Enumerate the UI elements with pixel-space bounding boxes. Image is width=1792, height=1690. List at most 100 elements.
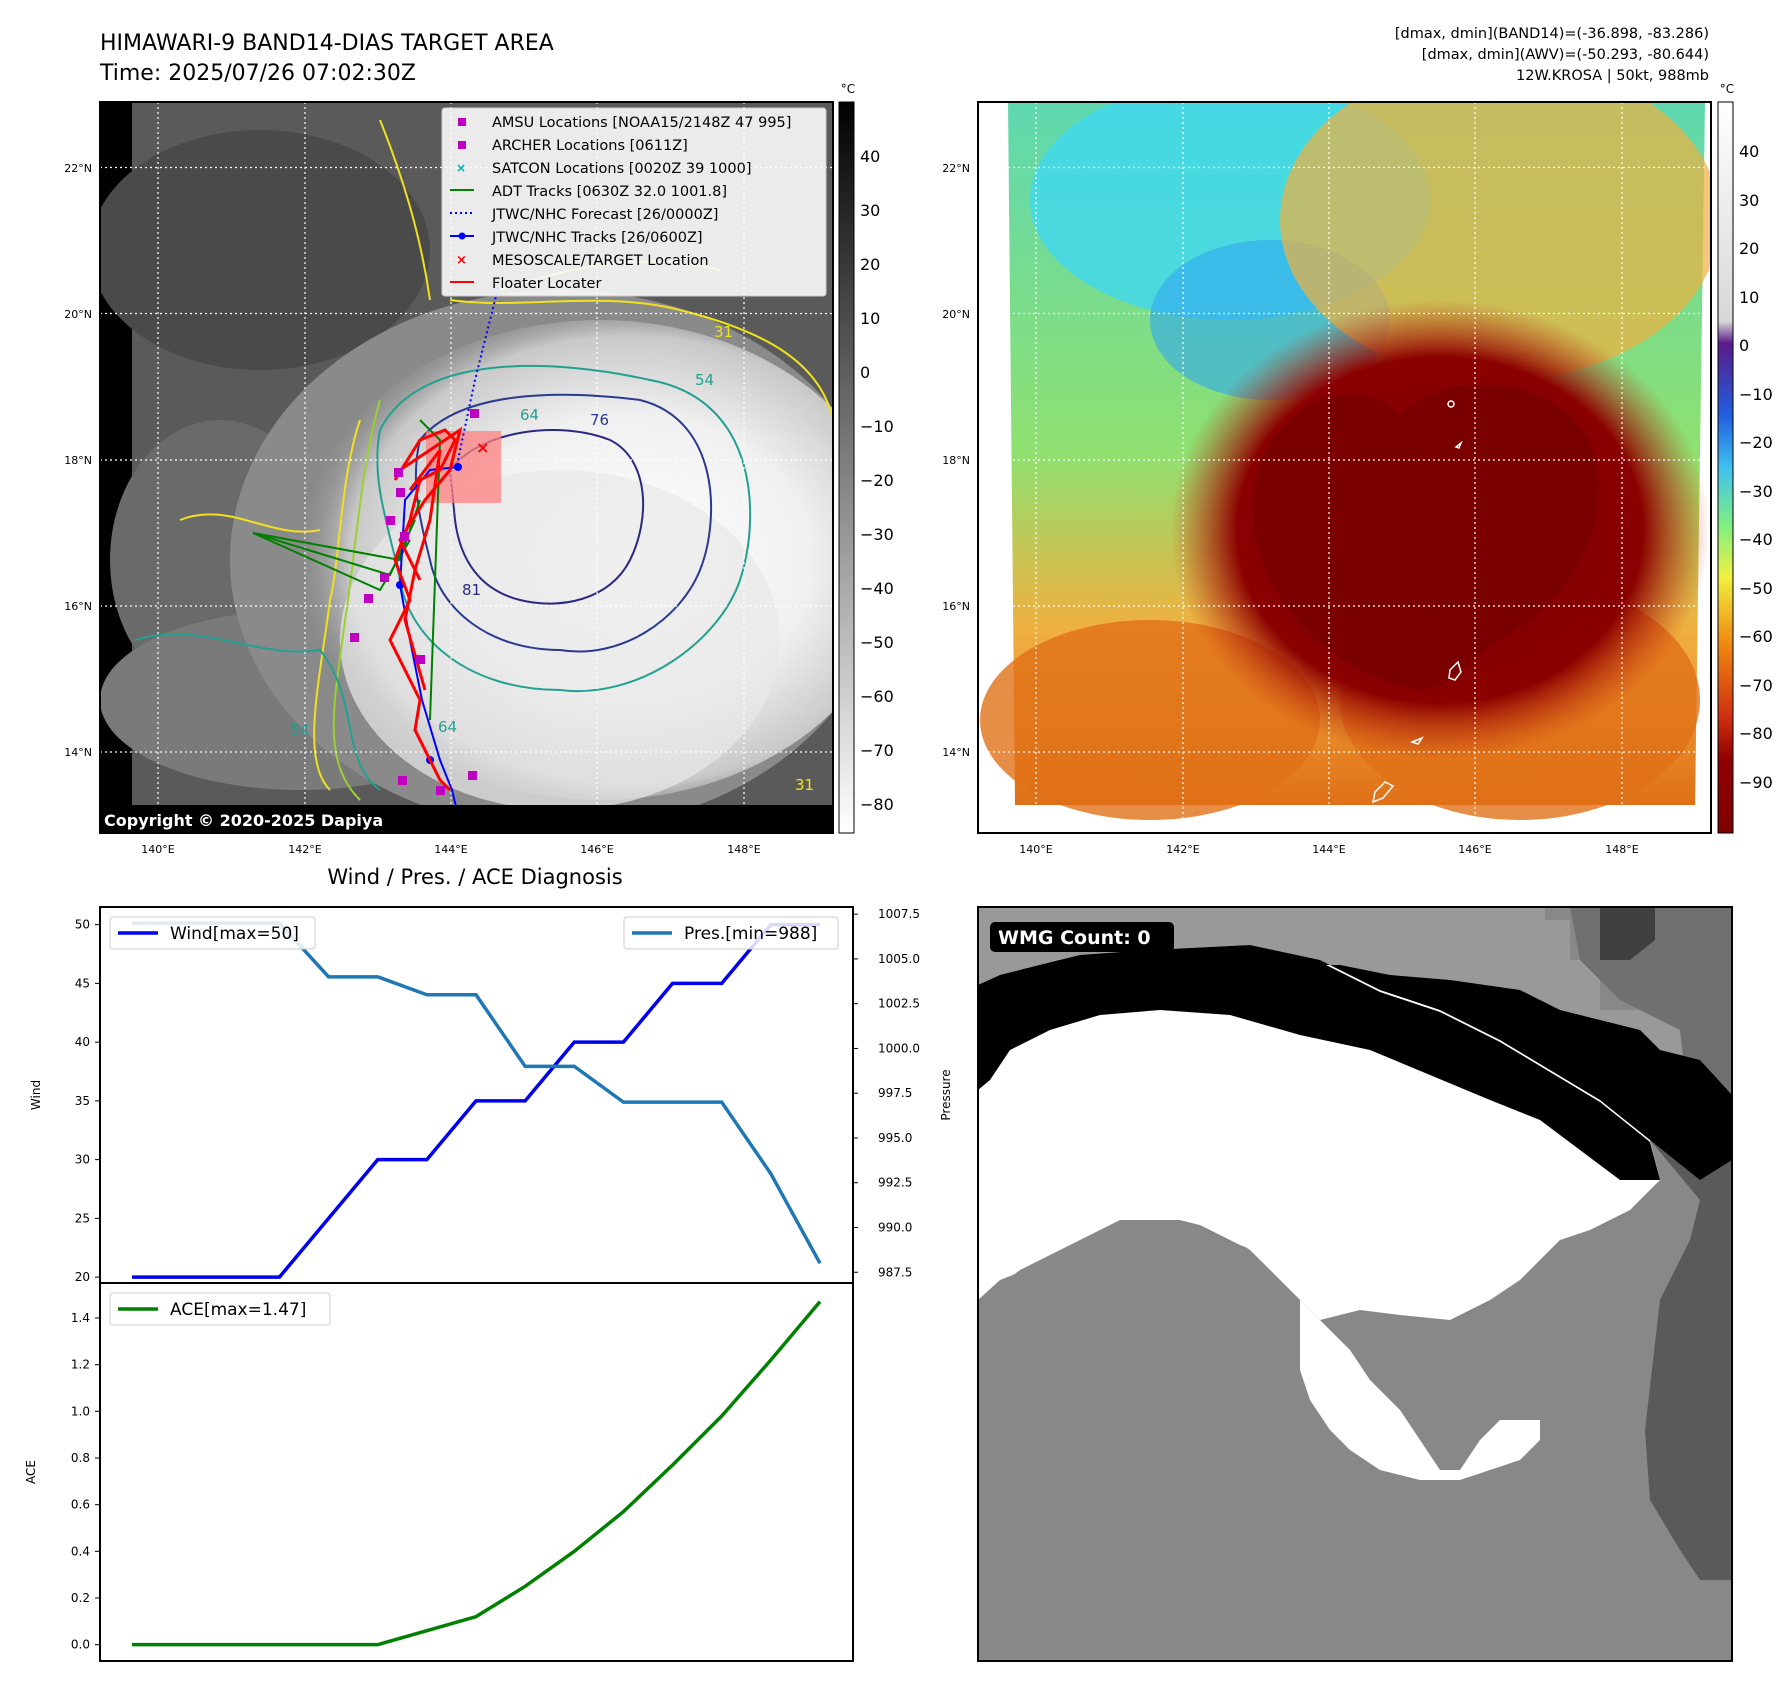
legend-item-mesoscale: MESOSCALE/TARGET Location bbox=[492, 253, 709, 269]
ace-chart: 1.4 1.2 1.0 0.8 0.6 0.4 0.2 0.0 ACE ACE[max=1.47] bbox=[24, 1282, 854, 1662]
contour-label: 64 bbox=[438, 718, 457, 736]
ace-ytick-label: 0.6 bbox=[71, 1498, 90, 1512]
pressure-ytick-label: 1000.0 bbox=[878, 1041, 920, 1055]
header-dmax-band14: [dmax, dmin](BAND14)=(-36.898, -83.286) bbox=[1395, 26, 1709, 42]
ace-series-line bbox=[132, 1300, 822, 1647]
svg-text:30: 30 bbox=[1739, 191, 1759, 210]
ace-ytick-label: 1.0 bbox=[71, 1404, 90, 1418]
svg-text:144°E: 144°E bbox=[1312, 843, 1345, 856]
legend-item-adt: ADT Tracks [0630Z 32.0 1001.8] bbox=[492, 184, 727, 200]
left-map-axis-labels: 22°N 20°N 18°N 16°N 14°N 140°E 142°E 144… bbox=[64, 162, 761, 856]
wind-ytick-label: 30 bbox=[75, 1153, 90, 1167]
wind-ytick-label: 45 bbox=[75, 976, 90, 990]
svg-text:−20: −20 bbox=[1739, 433, 1773, 452]
legend-item-jtwc-forecast: JTWC/NHC Forecast [26/0000Z] bbox=[491, 207, 718, 223]
contour-label: 54 bbox=[290, 721, 309, 739]
svg-text:−70: −70 bbox=[860, 741, 894, 760]
ace-ytick-label: 0.8 bbox=[71, 1451, 90, 1465]
diagnosis-chart-title: Wind / Pres. / ACE Diagnosis bbox=[327, 865, 622, 889]
svg-text:−90: −90 bbox=[1739, 773, 1773, 792]
legend-item-jtwc-tracks: JTWC/NHC Tracks [26/0600Z] bbox=[491, 230, 703, 246]
svg-text:−30: −30 bbox=[1739, 482, 1773, 501]
contour-label: 64 bbox=[520, 406, 539, 424]
legend-item-amsu: AMSU Locations [NOAA15/2148Z 47 995] bbox=[492, 115, 791, 131]
svg-text:40: 40 bbox=[1739, 142, 1759, 161]
header-storm-info: 12W.KROSA | 50kt, 988mb bbox=[1516, 68, 1709, 84]
pressure-legend: Pres.[min=988] bbox=[623, 916, 839, 950]
right-awv-map bbox=[977, 101, 1712, 834]
svg-text:14°N: 14°N bbox=[942, 746, 970, 759]
wind-ytick-label: 40 bbox=[75, 1035, 90, 1049]
svg-text:146°E: 146°E bbox=[580, 843, 613, 856]
pressure-ytick-label: 995.0 bbox=[878, 1131, 912, 1145]
svg-text:−10: −10 bbox=[860, 417, 894, 436]
legend-item-satcon: SATCON Locations [0020Z 39 1000] bbox=[492, 161, 751, 177]
wind-plot-area bbox=[99, 906, 854, 1284]
ace-ytick-label: 1.2 bbox=[71, 1358, 90, 1372]
mesoscale-target-marker: × bbox=[476, 438, 489, 457]
svg-text:146°E: 146°E bbox=[1458, 843, 1491, 856]
svg-text:−60: −60 bbox=[860, 687, 894, 706]
wind-series-line bbox=[132, 922, 820, 1279]
legend-item-floater: Floater Locater bbox=[492, 276, 601, 292]
wind-axis-label: Wind bbox=[29, 1080, 43, 1110]
svg-text:148°E: 148°E bbox=[1605, 843, 1638, 856]
track-legend: × × AMSU Locations [NOAA15/2148Z 47 995]… bbox=[441, 107, 827, 297]
wind-ytick-label: 25 bbox=[75, 1211, 90, 1225]
svg-text:140°E: 140°E bbox=[141, 843, 174, 856]
svg-text:16°N: 16°N bbox=[942, 600, 970, 613]
svg-text:30: 30 bbox=[860, 201, 880, 220]
svg-text:−50: −50 bbox=[860, 633, 894, 652]
wind-legend: Wind[max=50] bbox=[109, 916, 316, 950]
svg-text:0: 0 bbox=[1739, 336, 1749, 355]
ace-axis-label: ACE bbox=[24, 1460, 38, 1484]
contour-label: 31 bbox=[795, 776, 814, 794]
svg-text:10: 10 bbox=[860, 309, 880, 328]
svg-text:−30: −30 bbox=[860, 525, 894, 544]
svg-text:14°N: 14°N bbox=[64, 746, 92, 759]
ace-ytick-label: 0.2 bbox=[71, 1591, 90, 1605]
svg-text:−20: −20 bbox=[860, 471, 894, 490]
wind-ytick-label: 20 bbox=[75, 1270, 90, 1284]
pressure-ytick-label: 997.5 bbox=[878, 1086, 912, 1100]
svg-text:18°N: 18°N bbox=[64, 454, 92, 467]
contour-label: 76 bbox=[590, 411, 609, 429]
ace-ytick-label: 0.4 bbox=[71, 1544, 90, 1558]
left-ir-map: × 31 54 64 76 81 54 64 31 × × AMSU Locat… bbox=[99, 101, 834, 834]
pressure-ytick-label: 1007.5 bbox=[878, 907, 920, 921]
figure-title: HIMAWARI-9 BAND14-DIAS TARGET AREA bbox=[100, 31, 554, 56]
legend-item-archer: ARCHER Locations [0611Z] bbox=[492, 138, 688, 154]
right-colorbar-unit: °C bbox=[1720, 82, 1734, 96]
ace-legend: ACE[max=1.47] bbox=[109, 1292, 331, 1326]
contour-label: 31 bbox=[714, 323, 733, 341]
pressure-ytick-label: 992.5 bbox=[878, 1176, 912, 1190]
svg-text:18°N: 18°N bbox=[942, 454, 970, 467]
contour-label: 81 bbox=[462, 581, 481, 599]
ace-plot-area bbox=[99, 1282, 854, 1662]
svg-text:×: × bbox=[456, 161, 466, 175]
pressure-axis-label: Pressure bbox=[939, 1069, 953, 1120]
svg-text:−70: −70 bbox=[1739, 676, 1773, 695]
svg-text:142°E: 142°E bbox=[1166, 843, 1199, 856]
pressure-ytick-label: 1005.0 bbox=[878, 952, 920, 966]
svg-text:−50: −50 bbox=[1739, 579, 1773, 598]
wind-legend-label: Wind[max=50] bbox=[170, 924, 299, 944]
svg-text:16°N: 16°N bbox=[64, 600, 92, 613]
header-dmax-awv: [dmax, dmin](AWV)=(-50.293, -80.644) bbox=[1422, 47, 1709, 63]
right-colorbar: °C 40 30 20 10 0 −10 −20 −30 −40 −50 −60… bbox=[1717, 82, 1773, 834]
pressure-ytick-label: 1002.5 bbox=[878, 997, 920, 1011]
svg-text:148°E: 148°E bbox=[727, 843, 760, 856]
svg-text:144°E: 144°E bbox=[434, 843, 467, 856]
svg-text:−60: −60 bbox=[1739, 627, 1773, 646]
svg-text:−80: −80 bbox=[860, 795, 894, 814]
contour-label: 54 bbox=[695, 371, 714, 389]
figure-time: Time: 2025/07/26 07:02:30Z bbox=[99, 61, 416, 86]
jtwc-forecast-track bbox=[457, 279, 501, 461]
svg-text:20: 20 bbox=[860, 255, 880, 274]
svg-text:142°E: 142°E bbox=[288, 843, 321, 856]
svg-text:20°N: 20°N bbox=[64, 308, 92, 321]
left-colorbar: °C 40 30 20 10 0 −10 −20 −30 −40 −50 −60… bbox=[838, 82, 894, 834]
svg-text:10: 10 bbox=[1739, 288, 1759, 307]
wmg-count-badge: WMG Count: 0 bbox=[998, 927, 1151, 949]
right-map-axis-labels: 22°N 20°N 18°N 16°N 14°N 140°E 142°E 144… bbox=[942, 162, 1639, 856]
